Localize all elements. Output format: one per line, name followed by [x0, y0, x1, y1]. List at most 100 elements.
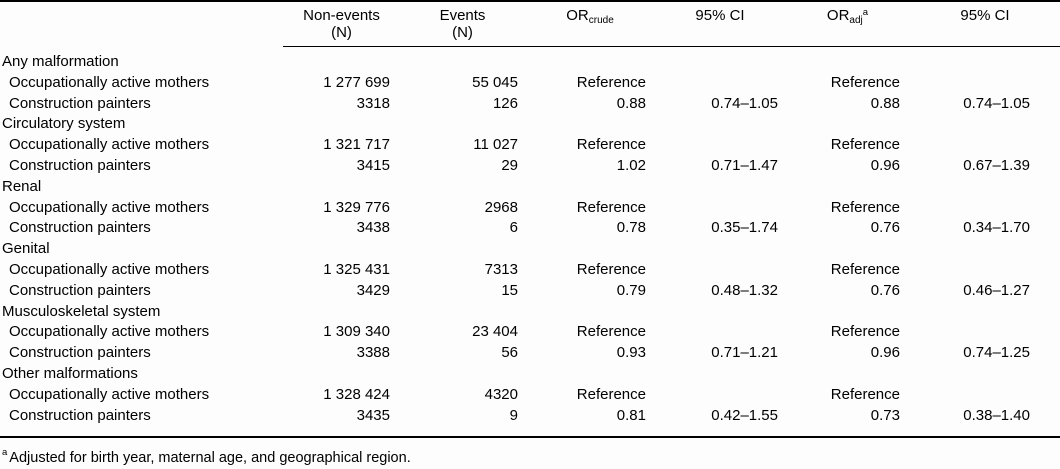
row-label: Construction painters — [9, 156, 151, 174]
section-title: Genital — [2, 240, 50, 258]
row-label: Occupationally active mothers — [9, 73, 210, 91]
ci-crude-cell — [655, 322, 785, 343]
non-events-cell: 1 309 340 — [323, 323, 390, 341]
or-crude-cell: 0.78 — [616, 219, 646, 237]
ci-crude-cell: 0.35–1.74 — [711, 219, 778, 237]
col-header-events: Events (N) — [400, 1, 525, 47]
row-label: Construction painters — [9, 344, 151, 362]
row-label: Occupationally active mothers — [9, 260, 210, 278]
col-header-line1: Events — [439, 7, 486, 24]
col-header-line2: (N) — [331, 24, 352, 41]
section-row: Circulatory system — [0, 114, 1060, 135]
or-adj-cell: Reference — [830, 73, 900, 91]
section-title: Circulatory system — [2, 115, 126, 133]
row-label: Construction painters — [9, 406, 151, 424]
header-row: Non-events (N) Events (N) ORcrude 95% CI… — [0, 1, 1060, 47]
or-crude-cell: 0.81 — [616, 406, 646, 424]
table-row: Construction painters 3438 6 0.78 0.35–1.74 0… — [0, 218, 1060, 239]
table-body: Any malformation Occupationally active mo… — [0, 47, 1060, 438]
non-events-cell: 1 321 717 — [323, 136, 390, 154]
row-label: Occupationally active mothers — [9, 385, 210, 403]
or-crude-cell: Reference — [576, 323, 646, 341]
table-row: Construction painters 3429 15 0.79 0.48–1.32… — [0, 281, 1060, 302]
events-cell: 55 045 — [472, 73, 518, 91]
or-adj-cell: 0.73 — [870, 406, 900, 424]
events-cell: 2968 — [484, 198, 518, 216]
or-adj-cell: Reference — [830, 323, 900, 341]
ci-crude-cell — [655, 198, 785, 219]
section-row: Renal — [0, 177, 1060, 198]
row-label: Occupationally active mothers — [9, 136, 210, 154]
section-row: Other malformations — [0, 364, 1060, 385]
non-events-cell: 1 329 776 — [323, 198, 390, 216]
footnote: a Adjusted for birth year, maternal age, … — [0, 438, 1060, 467]
non-events-cell: 1 325 431 — [323, 260, 390, 278]
table-header: Non-events (N) Events (N) ORcrude 95% CI… — [0, 1, 1060, 47]
events-cell: 4320 — [484, 385, 518, 403]
table-row: Occupationally active mothers 1 325 431 73… — [0, 260, 1060, 281]
or-subscript: crude — [588, 15, 614, 26]
col-header-or-crude: ORcrude — [525, 1, 655, 47]
ci-crude-cell: 0.48–1.32 — [711, 281, 778, 299]
or-adj-cell: Reference — [830, 260, 900, 278]
table-row: Occupationally active mothers 1 277 699 55… — [0, 73, 1060, 94]
or-crude-cell: Reference — [576, 136, 646, 154]
table-row: Occupationally active mothers 1 328 424 43… — [0, 385, 1060, 406]
non-events-cell: 3435 — [356, 406, 390, 424]
ci-crude-cell: 0.71–1.21 — [711, 344, 778, 362]
or-base: OR — [566, 7, 589, 24]
events-cell: 9 — [509, 406, 518, 424]
row-label: Construction painters — [9, 219, 151, 237]
or-adj-cell: 0.76 — [870, 281, 900, 299]
ci-crude-cell — [655, 73, 785, 94]
footnote-marker: a — [2, 447, 8, 459]
section-title: Musculoskeletal system — [2, 302, 161, 320]
section-row: Any malformation — [0, 47, 1060, 73]
or-adj-cell: Reference — [830, 136, 900, 154]
non-events-cell: 1 328 424 — [323, 385, 390, 403]
non-events-cell: 3438 — [356, 219, 390, 237]
or-base: OR — [826, 7, 850, 24]
ci-adj-cell — [910, 385, 1060, 406]
footnote-text: Adjusted for birth year, maternal age, a… — [9, 450, 411, 467]
or-adj-cell: Reference — [830, 198, 900, 216]
footnote-marker-superscript: a — [862, 7, 869, 18]
or-crude-cell: 0.79 — [616, 281, 646, 299]
ci-adj-cell: 0.34–1.70 — [963, 219, 1030, 237]
row-label: Occupationally active mothers — [9, 323, 210, 341]
events-cell: 126 — [492, 94, 518, 112]
or-adj-cell: 0.76 — [870, 219, 900, 237]
col-header-line2: (N) — [452, 24, 473, 41]
ci-crude-cell — [655, 260, 785, 281]
ci-adj-cell: 0.67–1.39 — [963, 156, 1030, 174]
section-title: Other malformations — [2, 364, 138, 382]
events-cell: 11 027 — [473, 136, 518, 154]
non-events-cell: 3415 — [356, 156, 390, 174]
or-adj-cell: 0.96 — [870, 344, 900, 362]
ci-crude-cell — [655, 135, 785, 156]
events-cell: 15 — [501, 281, 518, 299]
events-cell: 7313 — [484, 260, 518, 278]
ci-crude-cell: 0.42–1.55 — [711, 406, 778, 424]
table-row: Construction painters 3388 56 0.93 0.71–1.21… — [0, 343, 1060, 364]
ci-adj-cell — [910, 260, 1060, 281]
events-cell: 56 — [501, 344, 518, 362]
section-row: Genital — [0, 239, 1060, 260]
table-row: Occupationally active mothers 1 309 340 23… — [0, 322, 1060, 343]
or-crude-cell: 1.02 — [616, 156, 646, 174]
or-crude-cell: 0.88 — [616, 94, 646, 112]
ci-crude-cell: 0.71–1.47 — [711, 156, 778, 174]
table-row: Construction painters 3318 126 0.88 0.74–1.0… — [0, 94, 1060, 115]
non-events-cell: 1 277 699 — [323, 73, 390, 91]
results-table: Non-events (N) Events (N) ORcrude 95% CI… — [0, 0, 1060, 439]
ci-crude-cell: 0.74–1.05 — [711, 94, 778, 112]
or-adj-cell: 0.88 — [870, 94, 900, 112]
or-crude-cell: Reference — [576, 198, 646, 216]
or-crude-cell: 0.93 — [616, 344, 646, 362]
row-label: Occupationally active mothers — [9, 198, 210, 216]
table-row: Occupationally active mothers 1 321 717 11… — [0, 135, 1060, 156]
ci-adj-cell — [910, 135, 1060, 156]
ci-adj-cell: 0.38–1.40 — [963, 406, 1030, 424]
events-cell: 23 404 — [472, 323, 518, 341]
